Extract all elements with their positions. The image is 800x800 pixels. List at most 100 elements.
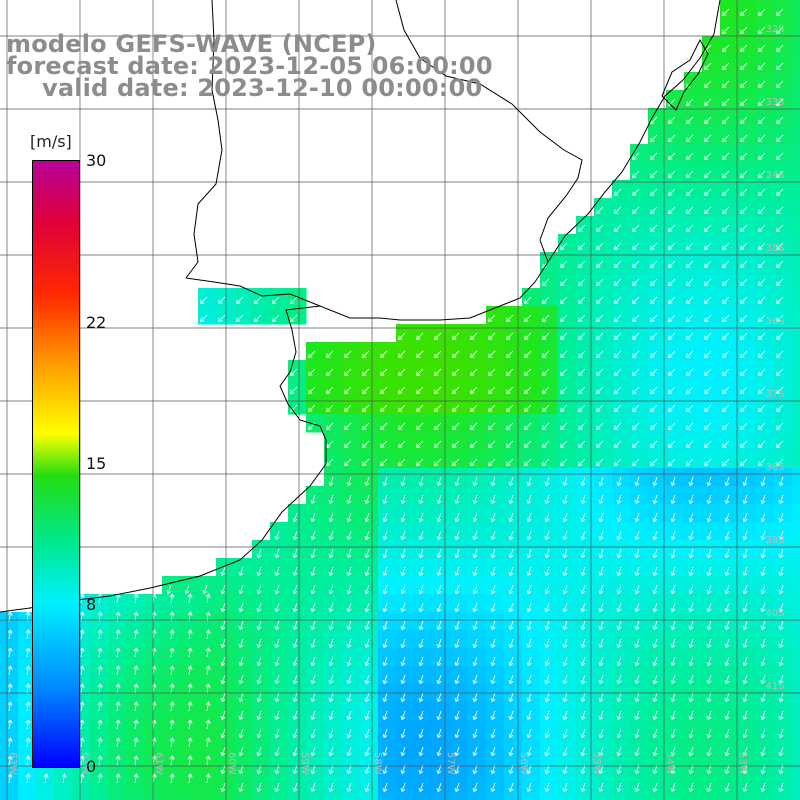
- wind-arrow: [454, 566, 460, 577]
- wind-cell: [792, 342, 800, 361]
- wind-arrow: [650, 278, 658, 286]
- wind-arrow: [526, 728, 532, 739]
- wind-arrow: [598, 584, 604, 595]
- wind-arrow: [776, 206, 784, 214]
- wind-arrow: [632, 332, 640, 340]
- wind-arrow: [310, 602, 316, 613]
- wind-arrow: [292, 746, 298, 757]
- wind-arrow: [292, 674, 298, 685]
- wind-arrow: [79, 683, 85, 694]
- wind-cell: [162, 720, 181, 739]
- wind-arrow: [668, 170, 676, 178]
- wind-arrow: [686, 188, 694, 196]
- colorbar-tick-label: 30: [86, 151, 107, 170]
- wind-arrow: [256, 602, 262, 613]
- wind-arrow: [472, 584, 478, 595]
- wind-arrow: [688, 692, 694, 703]
- wind-arrow: [760, 782, 766, 793]
- wind-arrow: [400, 728, 406, 739]
- wind-arrow: [722, 386, 730, 394]
- wind-arrow: [688, 764, 694, 775]
- wind-arrow: [580, 530, 586, 541]
- wind-arrow: [400, 782, 406, 793]
- wind-arrow: [742, 530, 748, 541]
- wind-cell: [0, 702, 19, 721]
- wind-arrow: [632, 296, 640, 304]
- wind-arrow: [187, 773, 193, 784]
- wind-arrow: [436, 782, 442, 793]
- wind-arrow: [272, 314, 280, 322]
- wind-arrow: [238, 620, 244, 631]
- wind-arrow: [418, 548, 424, 559]
- lat-label: 40S: [765, 608, 784, 619]
- wind-arrow: [310, 764, 316, 775]
- wind-cell: [792, 450, 800, 469]
- wind-arrow: [187, 629, 193, 640]
- wind-arrow: [544, 656, 550, 667]
- wind-arrow: [187, 719, 193, 730]
- wind-arrow: [79, 665, 85, 676]
- wind-arrow: [238, 710, 244, 721]
- wind-arrow: [274, 746, 280, 757]
- wind-arrow: [632, 368, 640, 376]
- wind-cell: [252, 792, 271, 800]
- wind-arrow: [434, 386, 442, 394]
- wind-arrow: [218, 296, 226, 304]
- wind-arrow: [472, 764, 478, 775]
- wind-arrow: [470, 458, 478, 466]
- brazil-border: [395, 0, 583, 263]
- wind-arrow: [652, 566, 658, 577]
- wind-arrow: [470, 386, 478, 394]
- wind-arrow: [634, 656, 640, 667]
- wind-arrow: [650, 152, 658, 160]
- wind-arrow: [598, 656, 604, 667]
- wind-arrow: [382, 674, 388, 685]
- wind-arrow: [256, 584, 262, 595]
- wind-arrow: [292, 764, 298, 775]
- wind-arrow: [614, 206, 622, 214]
- wind-arrow: [328, 728, 334, 739]
- wind-arrow: [508, 620, 514, 631]
- wind-arrow: [508, 746, 514, 757]
- wind-arrow: [490, 494, 496, 505]
- wind-arrow: [310, 566, 316, 577]
- wind-arrow: [758, 386, 766, 394]
- wind-arrow: [310, 782, 316, 793]
- wind-arrow: [380, 350, 388, 358]
- wind-arrow: [220, 638, 226, 649]
- wind-arrow: [238, 728, 244, 739]
- wind-arrow: [310, 512, 316, 523]
- wind-arrow: [274, 764, 280, 775]
- wind-cell: [792, 360, 800, 379]
- wind-arrow: [724, 674, 730, 685]
- wind-arrow: [688, 710, 694, 721]
- wind-cell: [198, 774, 217, 793]
- wind-cell: [792, 558, 800, 577]
- wind-arrow: [562, 674, 568, 685]
- wind-cell: [306, 792, 325, 800]
- wind-arrow: [436, 530, 442, 541]
- wind-arrow: [274, 728, 280, 739]
- wind-arrow: [722, 224, 730, 232]
- wind-arrow: [310, 584, 316, 595]
- wind-arrow: [25, 665, 31, 676]
- wind-cell: [630, 792, 649, 800]
- wind-arrow: [418, 584, 424, 595]
- wind-arrow: [616, 476, 622, 487]
- wind-cell: [18, 792, 37, 800]
- wind-arrow: [722, 206, 730, 214]
- wind-arrow: [580, 692, 586, 703]
- wind-arrow: [169, 755, 175, 766]
- wind-arrow: [686, 116, 694, 124]
- wind-arrow: [650, 350, 658, 358]
- wind-arrow: [169, 647, 175, 658]
- wind-cell: [792, 396, 800, 415]
- wind-arrow: [688, 584, 694, 595]
- lon-label: 54W: [664, 752, 675, 775]
- wind-arrow: [97, 719, 103, 730]
- wind-arrow: [776, 134, 784, 142]
- wind-arrow: [758, 242, 766, 250]
- wind-arrow: [776, 404, 784, 412]
- wind-arrow: [688, 656, 694, 667]
- wind-arrow: [596, 296, 604, 304]
